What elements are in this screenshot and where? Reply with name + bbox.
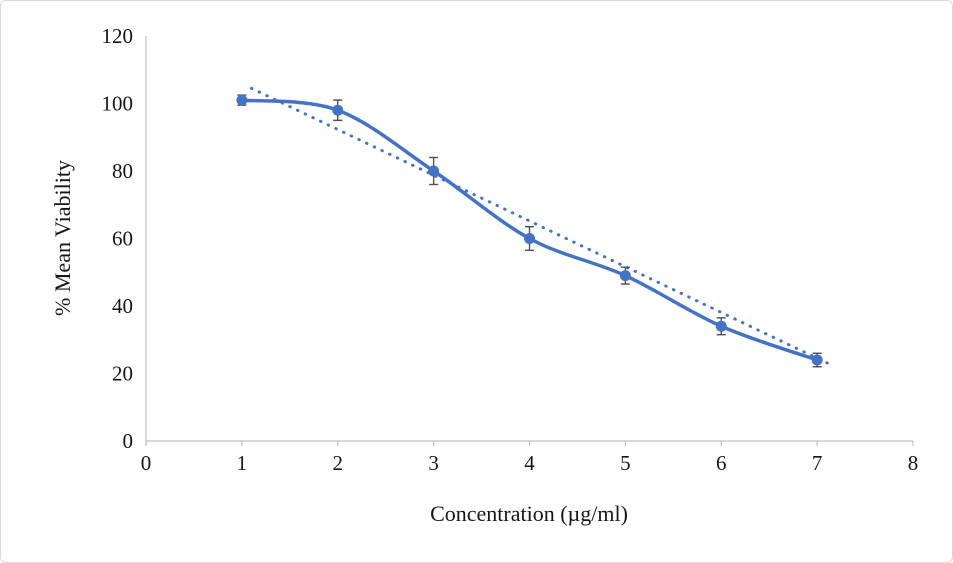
data-point-marker	[236, 94, 248, 106]
data-point-marker	[715, 320, 727, 332]
data-point-marker	[524, 233, 535, 244]
x-tick-label: 7	[812, 451, 823, 475]
x-tick-label: 3	[428, 451, 439, 475]
x-tick-label: 6	[716, 451, 727, 475]
x-tick-label: 0	[141, 451, 152, 475]
data-point-marker	[619, 270, 631, 282]
x-tick-label: 1	[237, 451, 248, 475]
trendline	[249, 86, 834, 367]
x-tick-label: 2	[333, 451, 344, 475]
y-tick-label: 20	[112, 362, 133, 386]
y-tick-label: 120	[102, 24, 134, 48]
data-point-marker	[332, 104, 344, 116]
data-point-marker	[811, 354, 823, 366]
x-tick-label: 5	[620, 451, 631, 475]
x-tick-label: 8	[908, 451, 919, 475]
y-tick-label: 60	[112, 227, 133, 251]
y-tick-label: 40	[112, 294, 133, 318]
x-axis-title: Concentration (µg/ml)	[430, 501, 628, 526]
y-tick-label: 100	[102, 92, 134, 116]
y-tick-label: 80	[112, 159, 133, 183]
x-tick-label: 4	[524, 451, 535, 475]
y-axis-title: % Mean Viability	[50, 160, 75, 316]
y-tick-label: 0	[123, 429, 134, 453]
data-point-marker	[428, 165, 440, 177]
